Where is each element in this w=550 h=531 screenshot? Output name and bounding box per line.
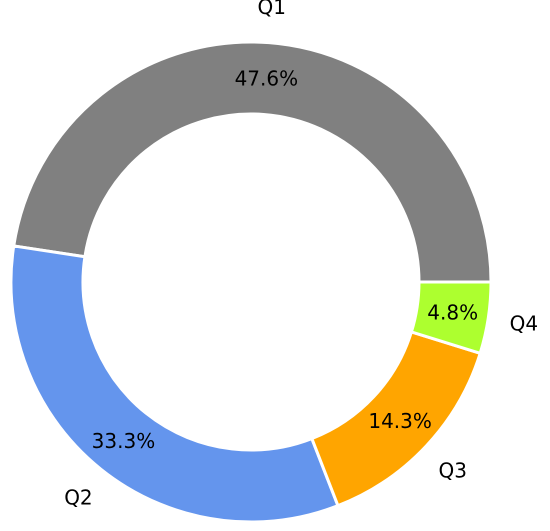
percent-label-q3: 14.3% xyxy=(368,409,432,433)
category-label-q1: Q1 xyxy=(258,0,286,19)
slice-q1 xyxy=(12,40,493,284)
category-label-q4: Q4 xyxy=(510,311,538,335)
percent-label-q2: 33.3% xyxy=(92,429,156,453)
percent-label-q1: 47.6% xyxy=(235,67,299,91)
slice-q2 xyxy=(9,244,340,524)
slice-q4 xyxy=(409,280,493,356)
percent-label-q4: 4.8% xyxy=(427,301,478,325)
category-label-q3: Q3 xyxy=(439,458,467,482)
category-label-q2: Q2 xyxy=(64,485,92,509)
